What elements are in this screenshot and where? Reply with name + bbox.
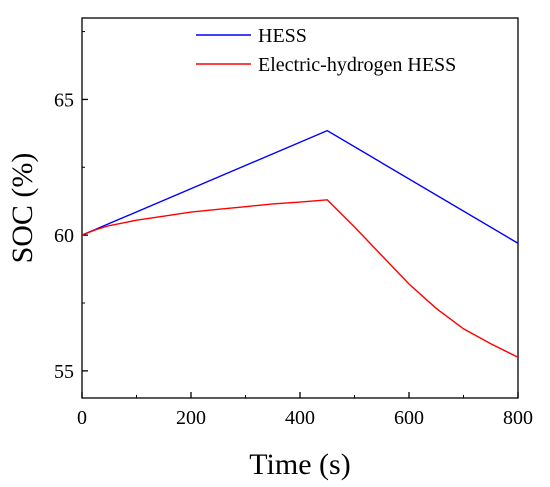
y-tick-label: 60 xyxy=(54,225,74,247)
y-tick-label: 65 xyxy=(54,89,74,111)
x-tick-label: 800 xyxy=(503,407,533,429)
legend-label: Electric-hydrogen HESS xyxy=(258,54,456,76)
legend-label: HESS xyxy=(258,25,307,47)
x-axis-title: Time (s) xyxy=(249,448,350,481)
series-line-electric-hydrogen-hess xyxy=(81,199,519,358)
x-tick-label: 200 xyxy=(176,407,206,429)
y-axis-title: SOC (%) xyxy=(6,153,39,264)
x-tick-label: 600 xyxy=(394,407,424,429)
axes: 0 200 400 600 800 55 60 65 xyxy=(54,17,533,429)
y-tick-label: 55 xyxy=(54,361,74,383)
series-line-hess xyxy=(81,129,519,244)
x-tick-label: 400 xyxy=(285,407,315,429)
x-tick-label: 0 xyxy=(77,407,87,429)
series-layer xyxy=(81,129,519,358)
legend: HESS Electric-hydrogen HESS xyxy=(196,25,456,76)
